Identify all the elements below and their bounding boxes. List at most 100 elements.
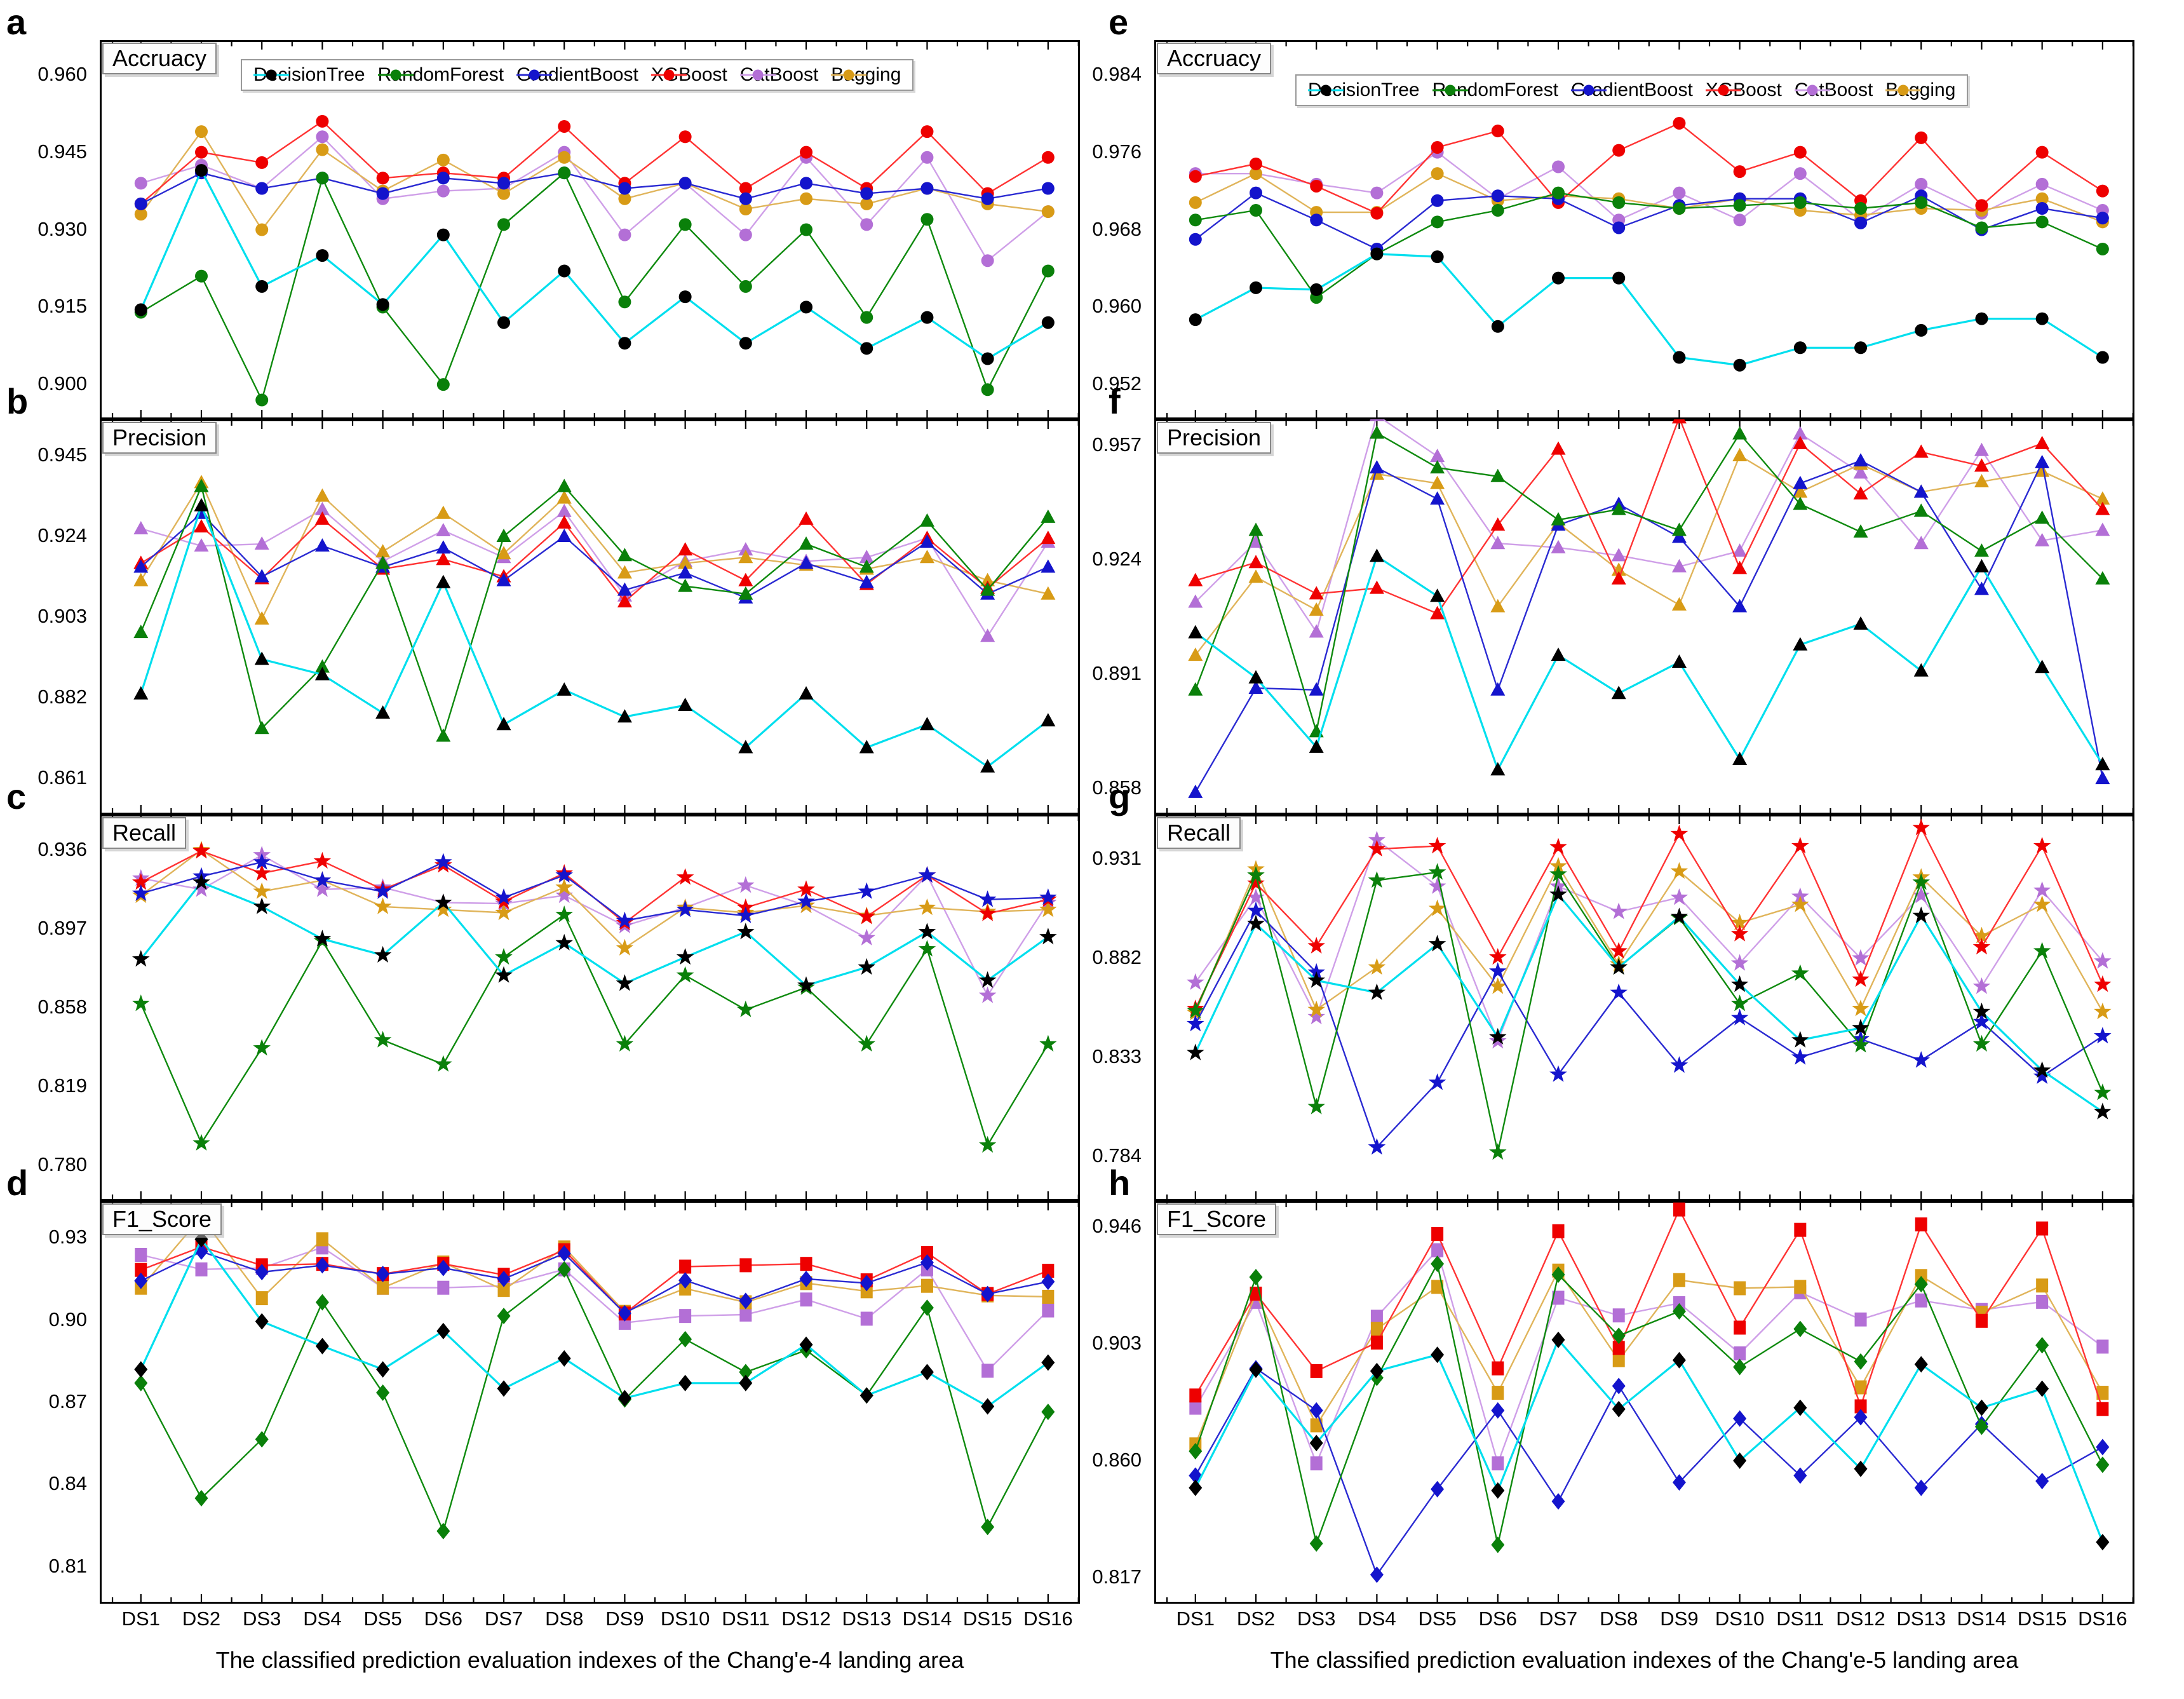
series-line-gradientboost [1194,909,2103,1149]
series-markers-catboost [135,1240,1055,1378]
xtick-label-ds14: DS14 [902,1608,952,1630]
ytick-label-g: 0.931 [1092,847,1142,870]
xtick-label-ds12: DS12 [1836,1608,1885,1630]
ytick-label-d: 0.84 [48,1472,87,1495]
series-markers-gradientboost [134,1243,1055,1322]
legend-marker-icon [1571,85,1607,96]
series-markers-bagging [1189,167,2109,229]
series-markers-decisiontree [133,498,1056,773]
series-line-catboost [140,508,1049,638]
ytick-label-b: 0.903 [37,605,87,627]
series-markers-decisiontree [1189,1331,2110,1551]
series-line-decisiontree [1195,252,2103,367]
legend-item-bagging: Bagging [831,64,901,86]
ytick-label-h: 0.946 [1092,1215,1142,1238]
series-markers-xgboost [134,114,1055,210]
series-line-bagging [1195,172,2103,223]
panel-letter-d: d [6,1163,29,1203]
series-line-decisiontree [140,881,1049,987]
xtick-label-ds10: DS10 [1715,1608,1765,1630]
series-line-bagging [1194,1269,2103,1445]
series-markers-gradientboost [1189,1360,2110,1583]
panel-title-h: F1_Score [1157,1203,1277,1235]
xtick-label-ds1: DS1 [121,1608,160,1630]
series-line-xgboost [1195,122,2103,215]
series-markers-decisiontree [1188,548,2110,776]
legend-marker-icon [650,69,687,81]
xtick-label-ds5: DS5 [1418,1608,1457,1630]
series-line-randomforest [1194,871,2104,1153]
series-markers-randomforest [1189,186,2109,304]
ytick-label-f: 0.957 [1092,433,1142,456]
series-line-decisiontree [140,502,1049,768]
ytick-label-b: 0.861 [37,766,87,789]
ytick-label-f: 0.858 [1092,776,1142,799]
legend-marker-icon [1794,85,1830,96]
xtick-label-ds15: DS15 [962,1608,1013,1630]
series-line-xgboost [1194,1207,2104,1410]
xtick-label-ds15: DS15 [2017,1608,2067,1630]
panel-letter-h: h [1109,1163,1131,1203]
legend-item-gradientboost: GradientBoost [1571,79,1693,101]
series-line-bagging [140,130,1049,231]
ytick-label-a: 0.930 [37,217,87,240]
series-line-xgboost [140,1246,1049,1315]
xtick-label-ds10: DS10 [660,1608,710,1630]
legend-marker-icon [1705,85,1741,96]
legend-marker-icon [516,69,553,81]
xtick-label-ds2: DS2 [1236,1608,1276,1630]
ytick-label-e: 0.968 [1092,217,1142,240]
ytick-label-d: 0.93 [48,1226,87,1249]
panel-title-a: Accruacy [102,43,217,74]
panel-a-plot [100,40,1080,419]
series-line-decisiontree [140,168,1049,360]
panel-h-plot [1154,1201,2134,1604]
series-markers-gradientboost [1189,186,2109,255]
xtick-label-ds8: DS8 [545,1608,584,1630]
series-markers-randomforest [134,1261,1055,1540]
xtick-label-ds13: DS13 [842,1608,891,1630]
series-line-bagging [140,849,1048,949]
series-markers-randomforest [132,905,1057,1153]
series-line-randomforest [140,1268,1049,1534]
series-line-catboost [1194,1249,2103,1466]
series-line-xgboost [140,120,1049,205]
xtick-label-ds7: DS7 [1539,1608,1578,1630]
xtick-label-ds1: DS1 [1176,1608,1215,1630]
panel-title-f: Precision [1157,422,1272,454]
series-markers-bagging [1188,447,2110,661]
panel-letter-b: b [6,381,29,421]
series-line-bagging [140,480,1049,621]
series-markers-gradientboost [132,853,1057,928]
legend-e: DecisionTree RandomForest GradientBoost XGB… [1295,74,1969,106]
series-line-randomforest [1194,1261,2103,1547]
xtick-label-ds16: DS16 [2078,1608,2127,1630]
xtick-label-ds9: DS9 [1660,1608,1699,1630]
series-markers-xgboost [1188,419,2110,619]
ytick-label-c: 0.936 [37,837,87,860]
series-markers-decisiontree [134,164,1055,365]
legend-item-randomforest: RandomForest [1432,79,1558,101]
series-line-gradientboost [1195,192,2103,250]
series-markers-randomforest [133,478,1056,742]
legend-marker-icon [1308,85,1344,96]
ytick-label-b: 0.924 [37,524,87,547]
series-markers-decisiontree [1189,247,2109,372]
series-line-randomforest [1195,192,2103,299]
panel-title-b: Precision [102,422,217,454]
xtick-label-ds13: DS13 [1896,1608,1946,1630]
series-line-catboost [140,1246,1049,1372]
panel-d-plot [100,1201,1080,1604]
series-line-catboost [140,854,1049,998]
xtick-label-ds3: DS3 [1297,1608,1336,1630]
ytick-label-f: 0.891 [1092,662,1142,685]
ytick-label-g: 0.833 [1092,1045,1142,1067]
series-line-xgboost [1195,419,2103,615]
series-line-randomforest [140,913,1049,1147]
series-line-randomforest [140,484,1049,739]
ytick-label-a: 0.945 [37,140,87,163]
panel-letter-a: a [6,2,27,42]
series-line-gradientboost [140,861,1048,922]
xtick-label-ds11: DS11 [722,1608,770,1630]
